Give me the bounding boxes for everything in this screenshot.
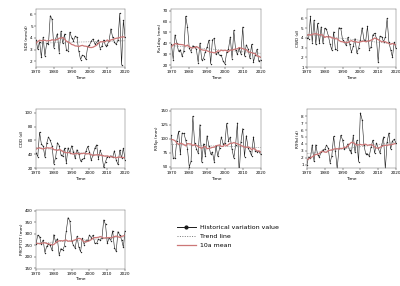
X-axis label: Time: Time bbox=[346, 176, 357, 180]
Y-axis label: CWD (d): CWD (d) bbox=[296, 29, 300, 47]
Y-axis label: CDD (d): CDD (d) bbox=[20, 131, 24, 147]
X-axis label: Time: Time bbox=[346, 76, 357, 80]
Y-axis label: R95p (mm): R95p (mm) bbox=[155, 127, 159, 150]
X-axis label: Time: Time bbox=[75, 176, 86, 180]
Y-axis label: Rx1day (mm): Rx1day (mm) bbox=[158, 24, 162, 52]
X-axis label: Time: Time bbox=[75, 277, 86, 281]
Y-axis label: SDII (mm/d): SDII (mm/d) bbox=[25, 25, 29, 50]
X-axis label: Time: Time bbox=[211, 176, 221, 180]
X-axis label: Time: Time bbox=[75, 76, 86, 80]
X-axis label: Time: Time bbox=[211, 76, 221, 80]
Y-axis label: R99d (d): R99d (d) bbox=[296, 130, 300, 148]
Legend: Historical variation value, Trend line, 10a mean: Historical variation value, Trend line, … bbox=[174, 222, 281, 251]
Y-axis label: PRCPTOT (mm): PRCPTOT (mm) bbox=[20, 224, 24, 255]
